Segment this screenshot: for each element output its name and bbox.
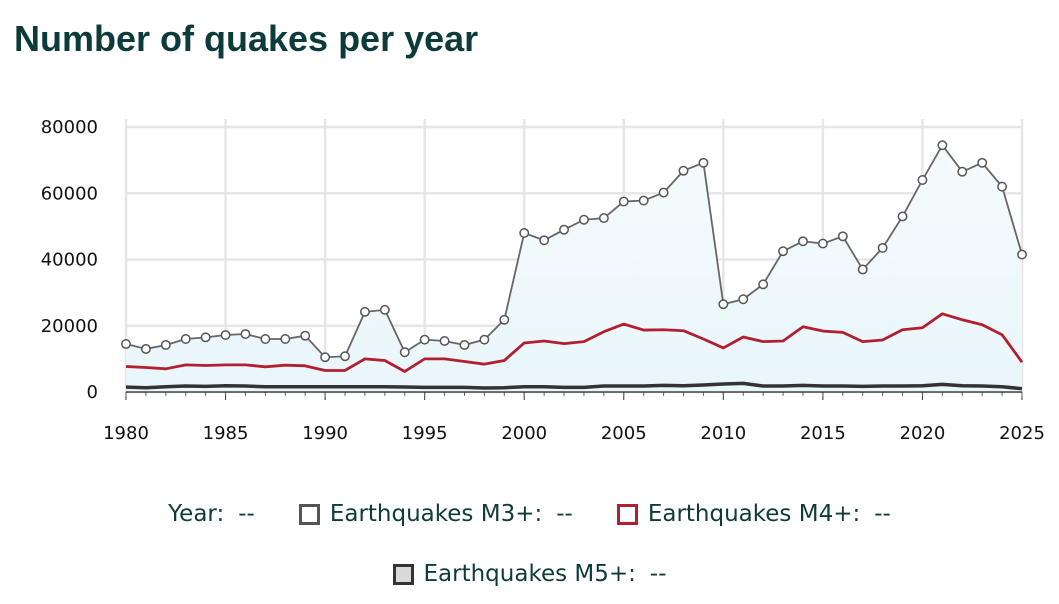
legend-value-m4: -- (874, 501, 891, 527)
m3-point (857, 264, 868, 275)
m3-point (658, 187, 669, 198)
legend-swatch-m3[interactable] (298, 503, 320, 525)
m3-point (140, 343, 151, 354)
x-tick-label: 1990 (302, 423, 348, 444)
y-tick-label: 60000 (41, 183, 98, 204)
x-tick-label: 2010 (700, 423, 746, 444)
legend-label-m3: Earthquakes M3+: (329, 501, 543, 527)
m3-point (499, 314, 510, 325)
legend-row-2: Earthquakes M5+: -- (0, 561, 1059, 587)
m3-point (220, 330, 231, 340)
m3-point (798, 236, 808, 247)
y-tick-label: 20000 (41, 316, 98, 337)
legend-label-m4: Earthquakes M4+: (647, 501, 861, 527)
chart-title: Number of quakes per year (14, 18, 479, 59)
m3-point (399, 347, 410, 358)
m3-point (1017, 249, 1027, 260)
legend-row-1: Year: -- Earthquakes M3+: -- Earthquakes… (0, 501, 1059, 527)
legend-year-value: -- (238, 501, 255, 527)
series-line-5 (125, 381, 1023, 391)
m3-point (897, 211, 908, 222)
m3-point (419, 334, 430, 345)
m3-point (240, 329, 251, 339)
m3-point (539, 235, 550, 246)
m3-point (121, 339, 131, 349)
m3-point (957, 166, 968, 177)
m3-point (519, 228, 530, 238)
m3-point (379, 304, 390, 315)
x-tick-label: 2000 (501, 423, 547, 444)
x-tick-label: 2020 (900, 423, 946, 444)
y-tick-label: 0 (87, 382, 98, 403)
chart-svg[interactable]: 0 20000 40000 60000 80000 1980 1985 1990 1995 200… (0, 0, 1059, 480)
m3-point (598, 213, 609, 224)
x-tick-label: 2015 (800, 423, 846, 444)
m3-point (977, 157, 988, 168)
m3-point (280, 334, 291, 344)
m3-point (937, 140, 948, 151)
m3-point (698, 157, 709, 168)
legend-item-m5[interactable]: Earthquakes M5+: -- (392, 561, 667, 587)
m3-point (359, 306, 370, 317)
legend-value-m3: -- (556, 501, 573, 527)
m3-point (260, 334, 271, 344)
m3-point (579, 214, 589, 225)
m3-point (758, 279, 769, 290)
x-tick-label: 1995 (402, 423, 448, 444)
x-tick-label: 1980 (103, 423, 149, 444)
legend-swatch-m5[interactable] (392, 563, 414, 585)
m3-point (300, 330, 311, 341)
legend-year-label: Year: (168, 501, 225, 527)
m3-point (180, 334, 191, 344)
series (121, 140, 1027, 391)
y-tick-label: 80000 (41, 117, 98, 138)
series-line-3 (125, 144, 1023, 359)
legend-swatch-m4[interactable] (616, 503, 638, 525)
legend-item-m4[interactable]: Earthquakes M4+: -- (616, 501, 891, 527)
m3-point (638, 195, 649, 206)
x-tick-label: 2005 (601, 423, 647, 444)
x-tick-label: 2025 (999, 423, 1045, 444)
m3-point (738, 294, 749, 305)
m3-point (160, 340, 171, 350)
legend-item-m3[interactable]: Earthquakes M3+: -- (298, 501, 573, 527)
m3-point (817, 238, 828, 249)
m3-point (877, 242, 888, 253)
m3-point (778, 246, 789, 257)
m3-point (340, 351, 350, 362)
m3-point (917, 175, 928, 185)
legend-year: Year: -- (168, 501, 255, 527)
m3-point (678, 165, 689, 176)
m3-point (718, 299, 729, 310)
legend-label-m5: Earthquakes M5+: (423, 561, 636, 587)
m3-point (459, 340, 470, 350)
m3-point (618, 196, 629, 207)
m3-point (439, 336, 450, 346)
m3-point (997, 181, 1008, 192)
m3-point (559, 224, 569, 235)
y-tick-label: 40000 (41, 250, 98, 271)
area-fill (126, 145, 1022, 392)
m3-point (320, 352, 331, 363)
m3-point (479, 334, 490, 345)
x-tick-label: 1985 (203, 423, 249, 444)
series-line-4 (125, 312, 1024, 373)
m3-area (126, 145, 1022, 392)
axes: 0 20000 40000 60000 80000 1980 1985 1990 1995 200… (41, 117, 1045, 444)
m3-point (837, 231, 848, 242)
legend-value-m5: -- (649, 561, 667, 587)
m3-point (200, 332, 211, 343)
